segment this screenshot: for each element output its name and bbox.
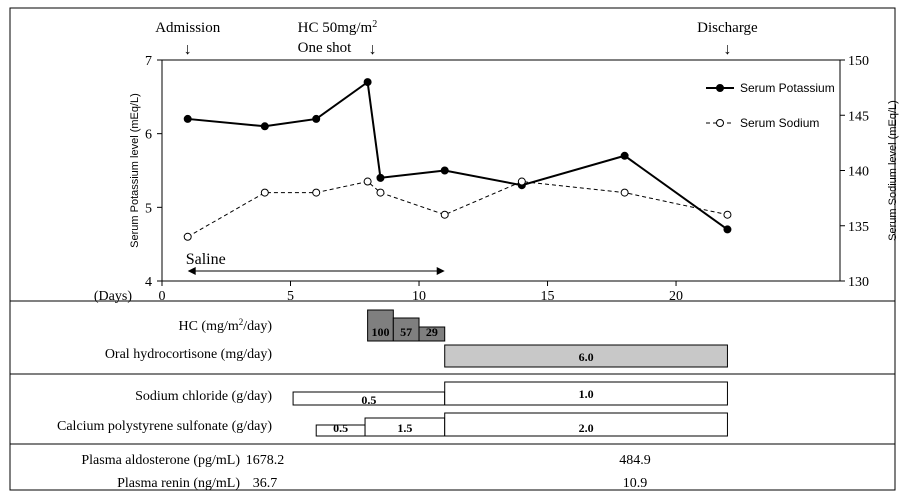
hc-iv-label: HC (mg/m2/day) <box>178 317 272 334</box>
x-tick-label: 0 <box>159 289 166 304</box>
sodium-chloride-label: Sodium chloride (g/day) <box>135 389 272 404</box>
lab-label: Plasma aldosterone (pg/mL) <box>81 453 240 468</box>
hc-iv-bar <box>367 309 394 342</box>
legend-label: Serum Potassium <box>740 81 835 95</box>
calcium-polystyrene-label: Calcium polystyrene sulfonate (g/day) <box>57 419 272 434</box>
data-point <box>363 177 372 186</box>
sodium-chloride-value: 0.5 <box>361 393 376 407</box>
x-tick-label: 15 <box>541 289 555 304</box>
y-right-tick-label: 140 <box>848 165 869 180</box>
data-point <box>723 210 732 219</box>
y-left-tick-label: 7 <box>145 54 152 69</box>
saline-arrow-left <box>187 267 196 275</box>
y-right-axis-title: Serum Sodium level (mEq/L) <box>887 100 899 241</box>
y-left-tick-label: 5 <box>145 201 152 216</box>
plot-area <box>161 59 841 282</box>
hc-iv-value: 57 <box>400 325 412 339</box>
y-left-tick-label: 6 <box>145 128 152 143</box>
oral-hc-label: Oral hydrocortisone (mg/day) <box>105 347 273 362</box>
annotation-superscript: 2 <box>372 19 377 30</box>
x-tick-label: 20 <box>669 289 683 304</box>
lab-value: 1678.2 <box>246 453 285 468</box>
data-point <box>376 188 385 197</box>
data-point <box>440 210 449 219</box>
oral-hc-value: 6.0 <box>579 350 594 364</box>
data-point <box>517 177 526 186</box>
data-point <box>363 78 372 87</box>
x-axis-label: (Days) <box>94 289 132 304</box>
saline-label: Saline <box>186 251 226 268</box>
calcium-polystyrene-value: 2.0 <box>579 421 594 435</box>
lab-value: 10.9 <box>623 476 648 491</box>
y-right-tick-label: 135 <box>848 220 869 235</box>
data-point <box>620 151 629 160</box>
y-right-tick-label: 130 <box>848 275 869 290</box>
annotation-arrow: ↓ <box>723 41 731 58</box>
saline-arrow-right <box>436 267 445 275</box>
annotation-arrow: ↓ <box>369 41 377 58</box>
hc-iv-value: 29 <box>426 325 438 339</box>
y-left-tick-label: 4 <box>145 275 152 290</box>
annotation-label: Admission <box>155 20 221 36</box>
outer-frame <box>9 7 896 491</box>
y-right-tick-label: 150 <box>848 54 869 69</box>
calcium-polystyrene-bar <box>444 412 728 437</box>
data-point <box>183 232 192 241</box>
legend-marker <box>716 119 724 127</box>
y-right-tick-label: 145 <box>848 109 869 124</box>
annotation-arrow: ↓ <box>184 41 192 58</box>
data-point <box>183 114 192 123</box>
sodium-chloride-value: 1.0 <box>579 387 594 401</box>
data-point <box>260 188 269 197</box>
lab-value: 36.7 <box>253 476 278 491</box>
oral-hc-bar <box>444 344 728 368</box>
series-line-1 <box>187 181 728 238</box>
legend-marker <box>716 84 724 92</box>
x-tick-label: 10 <box>412 289 426 304</box>
calcium-polystyrene-value: 1.5 <box>397 421 412 435</box>
hc-iv-bar <box>418 326 446 342</box>
data-point <box>260 122 269 131</box>
lab-value: 484.9 <box>619 453 651 468</box>
series-line-0 <box>187 80 729 231</box>
data-point <box>440 166 449 175</box>
hc-iv-label-superscript: 2 <box>239 317 244 327</box>
data-point <box>723 225 732 234</box>
annotation-label-line2: One shot <box>298 40 353 56</box>
data-point <box>312 114 321 123</box>
data-point <box>312 188 321 197</box>
lab-label: Plasma renin (ng/mL) <box>117 476 240 491</box>
legend-label: Serum Sodium <box>740 116 819 130</box>
data-point <box>620 188 629 197</box>
calcium-polystyrene-value: 0.5 <box>333 421 348 435</box>
data-point <box>376 173 385 182</box>
y-left-axis-title: Serum Potassium level (mEq/L) <box>129 93 141 248</box>
hc-iv-value: 100 <box>371 325 389 339</box>
x-tick-label: 5 <box>287 289 294 304</box>
sodium-chloride-bar <box>444 381 728 406</box>
annotation-label: HC 50mg/m2 <box>298 19 378 37</box>
hc-iv-label-end: /day) <box>243 319 272 334</box>
annotation-label: Discharge <box>697 20 758 36</box>
